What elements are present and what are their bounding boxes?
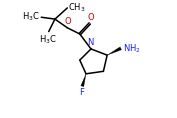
Text: CH$_3$: CH$_3$: [68, 1, 86, 14]
Text: N: N: [87, 38, 94, 47]
Polygon shape: [107, 47, 122, 55]
Text: F: F: [79, 88, 84, 97]
Polygon shape: [81, 74, 86, 87]
Text: H$_3$C: H$_3$C: [22, 11, 40, 23]
Text: H$_3$C: H$_3$C: [39, 33, 57, 46]
Text: NH$_2$: NH$_2$: [123, 42, 140, 55]
Text: O: O: [65, 17, 71, 26]
Text: O: O: [87, 13, 94, 22]
